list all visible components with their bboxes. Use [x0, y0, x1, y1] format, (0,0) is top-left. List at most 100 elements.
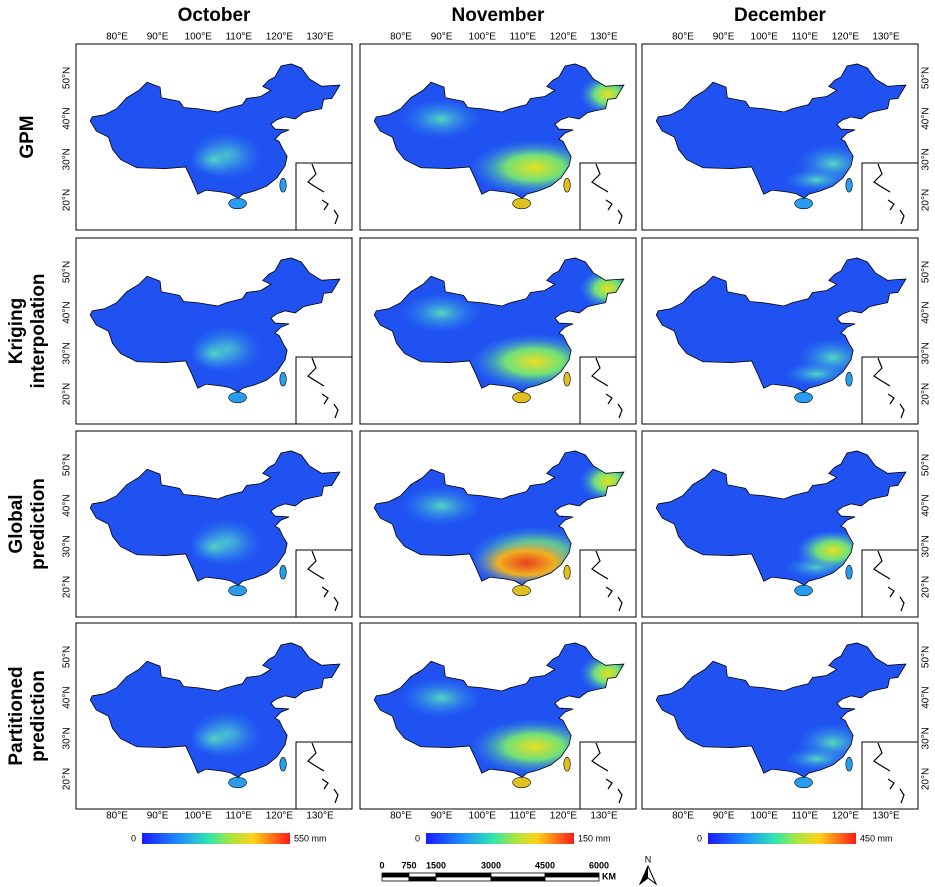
country-border: [89, 642, 341, 778]
lon-label: 100°E: [751, 32, 779, 43]
row-label: Partitioned: [6, 666, 27, 765]
scale-label: 0: [379, 860, 384, 870]
precip-area: [189, 143, 239, 176]
inset-coast: [307, 550, 339, 612]
inset-coast: [591, 357, 623, 419]
map-panel: [359, 430, 637, 618]
lat-label: 20°N: [921, 383, 932, 405]
colorbar-min: 0: [131, 833, 136, 843]
precip-area: [579, 74, 624, 115]
precip-area: [579, 461, 624, 502]
lat-label: 40°N: [62, 107, 73, 129]
scale-segment: [408, 872, 437, 878]
island: [228, 197, 247, 210]
spots: [189, 518, 263, 567]
map-content: [89, 257, 352, 424]
lon-label: 80°E: [106, 811, 128, 822]
column-title: October: [178, 5, 251, 26]
country-border: [655, 63, 907, 199]
panel-frame: [641, 622, 919, 810]
lon-label: 110°E: [225, 32, 252, 43]
lon-label: 130°E: [872, 32, 900, 43]
inset-box: [295, 549, 352, 617]
lat-label: 40°N: [921, 107, 932, 129]
precip-area: [189, 530, 239, 563]
lat-label: 50°N: [62, 646, 73, 668]
inset-coast: [873, 550, 905, 612]
spots: [189, 131, 263, 180]
island: [228, 776, 247, 789]
map-content: [89, 63, 352, 230]
lon-label: 130°E: [872, 811, 900, 822]
lon-label: 120°E: [266, 811, 294, 822]
inset-box: [861, 741, 918, 809]
scale-label: 3000: [481, 860, 501, 870]
lon-label: 120°E: [550, 811, 578, 822]
lon-label: 90°E: [713, 32, 735, 43]
scale-segment: [435, 876, 492, 882]
row-label: prediction: [28, 478, 49, 570]
lon-label: 100°E: [185, 32, 213, 43]
panel-frame: [359, 430, 637, 618]
country-border: [373, 63, 625, 199]
precip-area: [400, 485, 482, 527]
country-fill: [90, 63, 340, 199]
island: [794, 584, 813, 597]
island: [563, 565, 571, 580]
lon-label: 100°E: [751, 811, 779, 822]
island: [279, 178, 287, 193]
lon-label: 130°E: [590, 32, 618, 43]
country-border: [373, 450, 625, 586]
island: [563, 178, 571, 193]
lat-label: 30°N: [62, 535, 73, 557]
map-panel: [641, 43, 919, 231]
map-content: [89, 450, 352, 617]
lon-label: 120°E: [832, 811, 860, 822]
lon-label: 80°E: [672, 32, 694, 43]
panel-frame: [641, 43, 919, 231]
colorbar: [142, 833, 290, 844]
lon-label: 120°E: [266, 32, 294, 43]
lon-label: 110°E: [791, 811, 818, 822]
map-content: [373, 257, 636, 424]
precip-area: [579, 653, 624, 694]
north-label: N: [645, 854, 652, 864]
map-panel: [359, 237, 637, 425]
scale-segment: [490, 872, 546, 878]
map-content: [373, 642, 636, 809]
lon-label: 90°E: [431, 32, 453, 43]
precip-area: [400, 677, 482, 719]
inset-coast: [591, 550, 623, 612]
lat-label: 20°N: [62, 189, 73, 211]
inset-box: [295, 741, 352, 809]
row-label: prediction: [28, 670, 49, 762]
map-panel: [75, 237, 353, 425]
precip-area: [796, 530, 870, 572]
country-border: [373, 257, 625, 393]
country-border: [655, 642, 907, 778]
country-fill: [90, 257, 340, 393]
colorbar-max: 150 mm: [578, 833, 611, 843]
colorbar-min: 0: [697, 833, 702, 843]
lat-label: 40°N: [62, 686, 73, 708]
lon-label: 80°E: [106, 32, 128, 43]
island: [279, 565, 287, 580]
panel-frame: [75, 430, 353, 618]
lat-label: 50°N: [62, 261, 73, 283]
lat-label: 50°N: [62, 67, 73, 89]
precip-area: [189, 722, 239, 755]
inset-coast: [307, 742, 339, 804]
inset-coast: [873, 357, 905, 419]
lat-label: 50°N: [62, 454, 73, 476]
colorbar: [426, 833, 574, 844]
island: [845, 372, 853, 387]
lon-label: 130°E: [306, 32, 334, 43]
lat-label: 20°N: [921, 576, 932, 598]
scale-label: 4500: [535, 860, 555, 870]
map-content: [89, 642, 352, 809]
north-arrow-half: [640, 866, 648, 884]
map-content: [655, 450, 918, 617]
lat-label: 20°N: [921, 768, 932, 790]
spots: [189, 325, 263, 374]
